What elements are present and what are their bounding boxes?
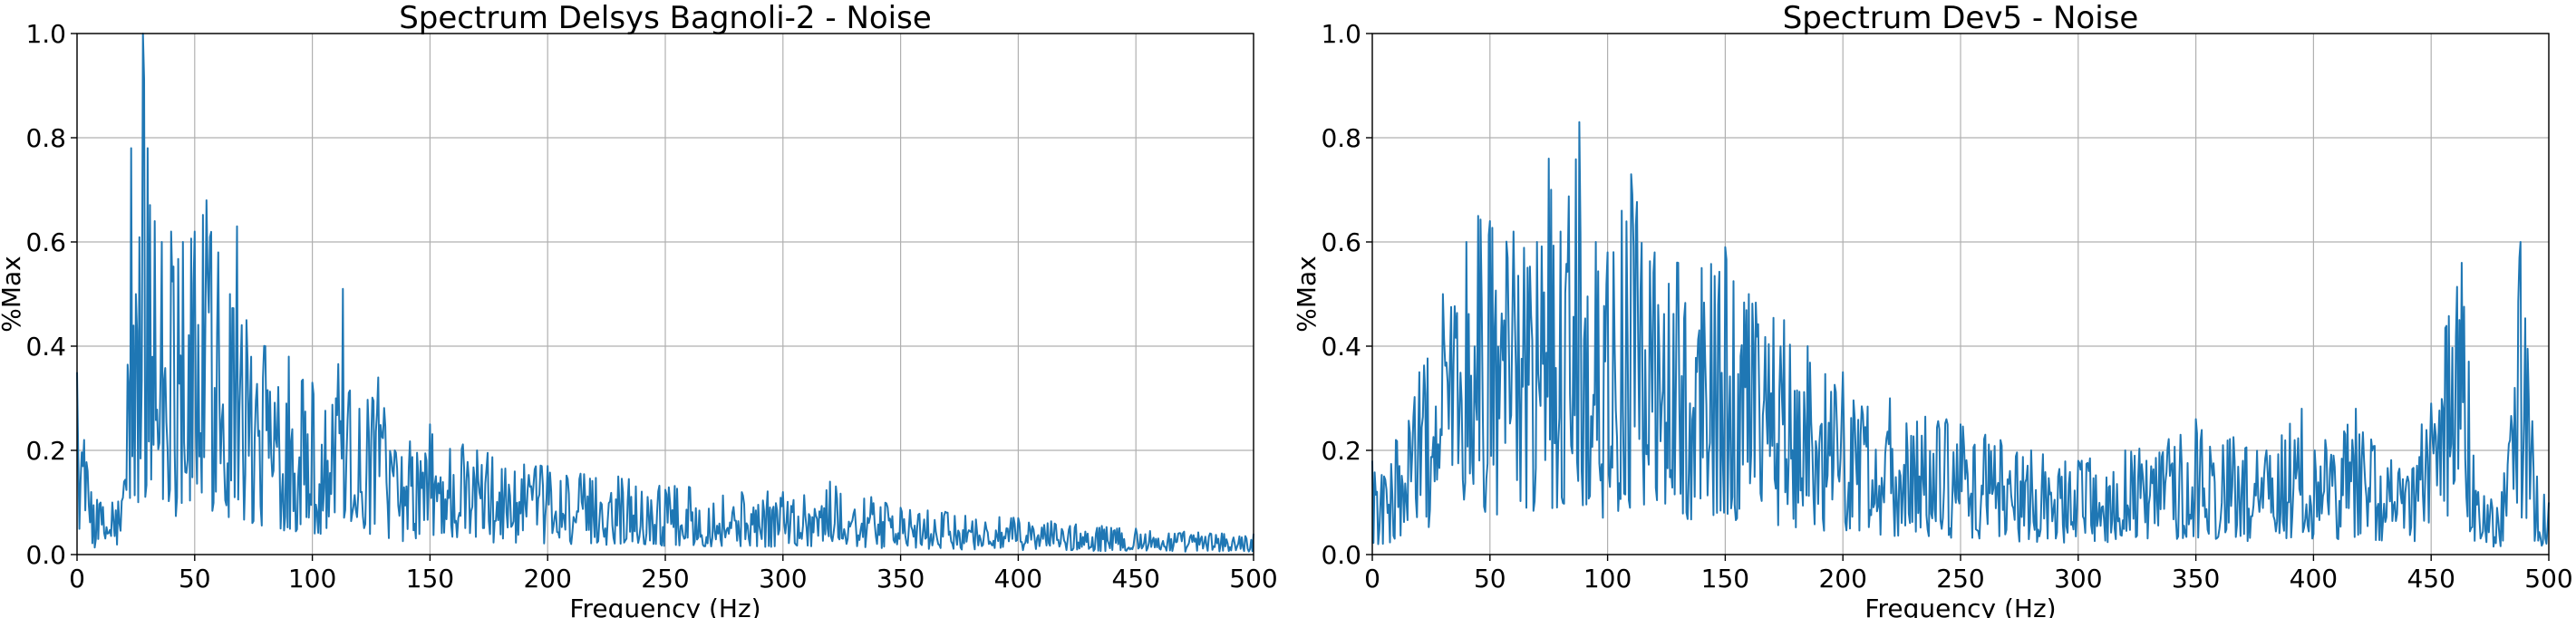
y-tick-label: 0.0 (25, 540, 66, 570)
x-tick-label: 450 (1111, 564, 1159, 594)
y-tick-label: 0.0 (1321, 540, 1361, 570)
chart-title: Spectrum Delsys Bagnoli-2 - Noise (399, 0, 932, 36)
y-tick-label: 0.8 (25, 123, 66, 153)
x-tick-label: 50 (179, 564, 211, 594)
spectrum-plot-bagnoli: 0 50 100 150 200 250 300 350 400 450 500 0.0 0.2 0.4 0… (0, 0, 1278, 618)
x-tick-label: 300 (759, 564, 807, 594)
y-axis-label: %Max (0, 256, 26, 333)
x-tick-label: 200 (1818, 564, 1866, 594)
y-tick-label: 0.6 (25, 227, 66, 257)
x-tick-label: 0 (1364, 564, 1380, 594)
y-tick-label: 1.0 (25, 19, 66, 49)
spectrum-plot-dev5: 0 50 100 150 200 250 300 350 400 450 500 0.0 0.2 0.4 0… (1292, 0, 2573, 618)
y-tick-label: 0.6 (1321, 227, 1361, 257)
x-tick-label: 400 (2290, 564, 2338, 594)
x-tick-label: 300 (2054, 564, 2102, 594)
x-axis-label: Frequency (Hz) (1864, 594, 2056, 618)
y-tick-label: 0.4 (1321, 332, 1361, 362)
x-tick-label: 100 (1583, 564, 1632, 594)
x-tick-label: 150 (1701, 564, 1749, 594)
x-tick-label: 400 (994, 564, 1042, 594)
x-tick-label: 450 (2407, 564, 2455, 594)
y-tick-label: 0.2 (1321, 436, 1361, 466)
x-tick-label: 350 (876, 564, 925, 594)
y-tick-label: 1.0 (1321, 19, 1361, 49)
chart-title: Spectrum Dev5 - Noise (1783, 0, 2139, 36)
spectrum-line (1371, 121, 2550, 548)
x-tick-label: 150 (406, 564, 454, 594)
x-tick-label: 0 (69, 564, 85, 594)
y-axis-label: %Max (1292, 256, 1322, 333)
x-tick-label: 250 (641, 564, 689, 594)
y-tick-label: 0.8 (1321, 123, 1361, 153)
x-axis-label: Frequency (Hz) (569, 594, 760, 618)
x-tick-label: 100 (288, 564, 336, 594)
spectrum-line (76, 33, 1254, 553)
x-tick-label: 50 (1474, 564, 1506, 594)
x-tick-label: 500 (2524, 564, 2572, 594)
y-tick-label: 0.4 (25, 332, 66, 362)
x-tick-label: 350 (2172, 564, 2220, 594)
x-tick-label: 500 (1229, 564, 1277, 594)
x-tick-label: 250 (1936, 564, 1984, 594)
y-tick-label: 0.2 (25, 436, 66, 466)
x-tick-label: 200 (523, 564, 571, 594)
